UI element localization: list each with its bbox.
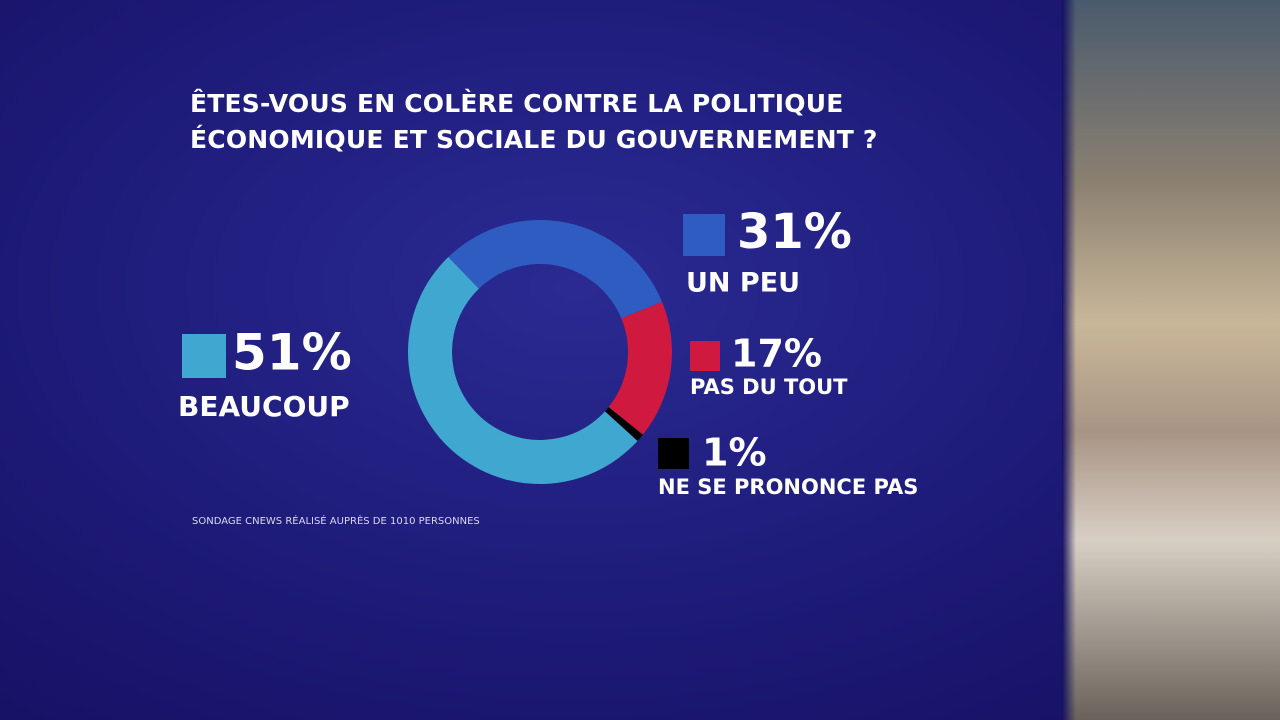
chart-title: ÊTES-VOUS EN COLÈRE CONTRE LA POLITIQUE … xyxy=(190,89,878,154)
value-label: 31% xyxy=(737,204,852,260)
legend-swatch xyxy=(658,438,689,469)
legend-label: NE SE PRONONCE PAS xyxy=(658,475,918,499)
value-label: 51% xyxy=(232,324,352,382)
legend-swatch xyxy=(683,214,725,256)
background-photo xyxy=(1062,0,1280,720)
legend-label: BEAUCOUP xyxy=(178,390,350,423)
legend-label: PAS DU TOUT xyxy=(690,375,848,399)
donut-segment xyxy=(608,301,672,435)
photo-edge xyxy=(1062,0,1076,720)
legend-swatch xyxy=(690,341,720,371)
value-label: 17% xyxy=(731,332,822,376)
donut-segment xyxy=(604,407,643,442)
legend-label: UN PEU xyxy=(686,268,800,299)
legend-swatch xyxy=(182,334,226,378)
donut-segment xyxy=(448,220,663,319)
value-label: 1% xyxy=(702,431,767,475)
source-note: SONDAGE CNEWS RÉALISÉ AUPRÈS DE 1010 PER… xyxy=(192,516,480,527)
donut-segment xyxy=(408,257,638,484)
